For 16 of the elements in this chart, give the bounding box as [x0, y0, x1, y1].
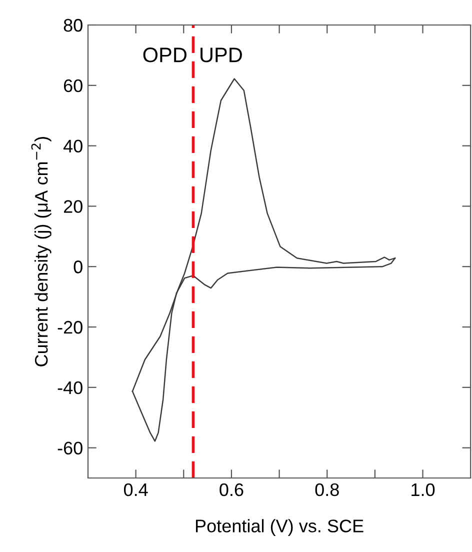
y-tick-label: -20	[58, 320, 82, 334]
y-tick-label: 0	[74, 260, 82, 274]
annotation: OPD	[143, 48, 186, 62]
x-tick-label: 0.8	[315, 483, 339, 496]
y-tick-label: 60	[64, 79, 82, 92]
x-tick-label: 1.0	[412, 483, 435, 496]
x-axis-title: Potential (V) vs. SCE	[196, 519, 364, 536]
annotation: UPD	[200, 48, 242, 62]
y-tick-label: -40	[58, 381, 82, 394]
x-tick-label: 0.6	[220, 483, 244, 496]
y-axis-title: Current density (j) (μA cm$^{−2}$)	[31, 137, 52, 366]
y-tick-label: 40	[63, 140, 82, 153]
y-tick-label: 20	[64, 200, 82, 213]
x-tick-label: 0.4	[124, 483, 148, 496]
y-tick-label: 80	[64, 18, 82, 32]
y-tick-label: -60	[58, 442, 82, 455]
